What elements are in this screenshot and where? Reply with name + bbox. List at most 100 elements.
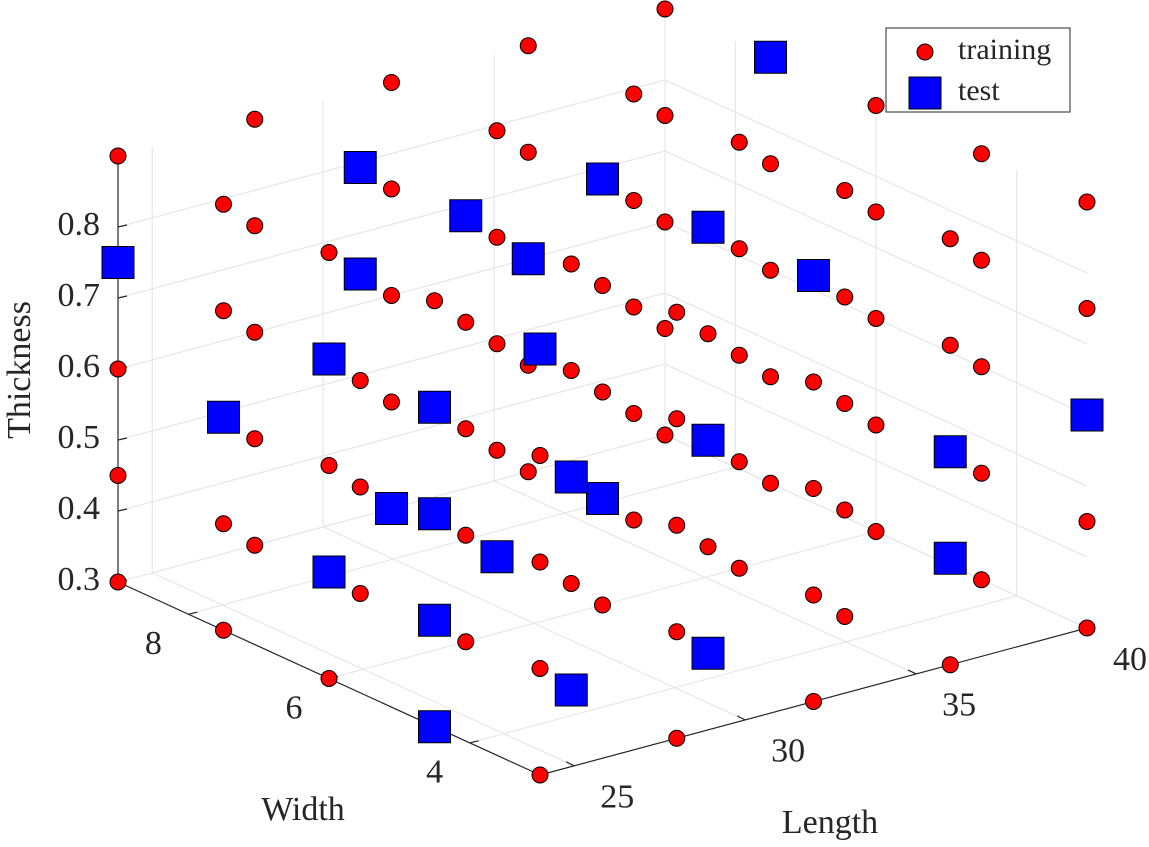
x-tick — [907, 669, 917, 675]
training-marker — [668, 303, 686, 321]
z-tick-label: 0.6 — [58, 348, 101, 385]
training-marker — [457, 313, 475, 331]
training-marker — [730, 453, 748, 471]
training-marker — [973, 571, 990, 589]
training-marker — [656, 0, 674, 18]
training-marker — [519, 463, 537, 481]
test-marker — [523, 332, 557, 366]
training-marker — [867, 310, 885, 327]
training-marker — [668, 623, 686, 641]
x-tick — [565, 761, 575, 767]
x-tick-label: 35 — [942, 687, 976, 724]
training-marker — [383, 74, 400, 91]
axis-layer: 25 30 35 40 4 6 8 0.3 0.4 0.5 0.6 0.7 0.8 — [58, 156, 1147, 816]
training-marker — [867, 97, 885, 114]
training-marker — [488, 441, 506, 459]
grid-line — [664, 150, 1088, 345]
test-marker — [933, 541, 967, 575]
y-tick-label: 8 — [145, 625, 162, 662]
training-marker — [215, 302, 232, 320]
training-marker — [941, 336, 959, 354]
y-tick-label: 4 — [426, 754, 443, 791]
z-tick-label: 0.3 — [58, 561, 101, 598]
y-tick — [188, 611, 198, 615]
training-marker — [973, 251, 990, 269]
grid-line — [117, 363, 666, 512]
test-marker — [312, 555, 346, 589]
legend-label: test — [958, 74, 1000, 107]
training-marker — [1078, 193, 1096, 211]
training-marker — [973, 358, 990, 376]
z-tick-label: 0.8 — [58, 206, 101, 243]
training-marker — [668, 516, 686, 534]
training-marker — [457, 633, 475, 651]
training-marker — [730, 559, 748, 577]
grid-line — [117, 150, 666, 299]
training-marker — [383, 180, 400, 198]
training-marker — [594, 277, 611, 294]
x-tick-label: 40 — [1113, 641, 1147, 678]
mark-layer — [101, 0, 1104, 784]
training-marker — [625, 85, 643, 103]
test-marker — [418, 390, 451, 424]
test-marker — [449, 199, 483, 233]
training-marker — [762, 155, 779, 173]
test-marker — [375, 492, 408, 525]
training-marker — [457, 420, 475, 438]
test-marker — [343, 151, 377, 184]
training-marker — [836, 395, 854, 412]
training-marker — [762, 261, 779, 279]
training-marker — [320, 670, 338, 687]
training-marker — [762, 368, 779, 386]
training-marker — [215, 621, 232, 639]
grid-line — [664, 79, 1088, 274]
training-marker — [867, 416, 885, 434]
z-tick — [117, 508, 128, 512]
y-axis-title: Width — [261, 791, 345, 828]
training-marker — [109, 573, 127, 591]
test-marker — [586, 162, 619, 196]
z-tick — [117, 224, 128, 228]
test-marker — [418, 603, 451, 637]
test-marker — [691, 636, 725, 670]
training-marker — [351, 372, 369, 389]
grid-line — [117, 292, 666, 441]
training-marker — [836, 501, 854, 519]
test-marker — [797, 259, 830, 292]
training-marker — [941, 230, 959, 248]
training-marker — [594, 596, 611, 614]
training-marker — [246, 323, 264, 341]
training-marker — [531, 447, 549, 464]
test-marker — [480, 540, 514, 574]
training-marker — [531, 660, 549, 677]
training-marker — [973, 464, 990, 482]
y-tick-label: 6 — [286, 689, 303, 726]
training-marker — [656, 426, 674, 444]
training-marker — [383, 393, 400, 411]
training-marker — [246, 110, 264, 128]
training-marker — [488, 228, 506, 246]
x-tick-label: 30 — [771, 733, 805, 770]
training-marker — [109, 360, 127, 378]
training-marker — [836, 182, 854, 199]
training-marker — [730, 346, 748, 364]
training-marker — [519, 37, 537, 55]
training-marker — [488, 122, 506, 140]
training-marker — [625, 298, 643, 316]
grid-line — [117, 79, 666, 228]
training-marker — [320, 244, 338, 261]
test-marker — [418, 497, 451, 531]
training-marker — [699, 538, 717, 556]
z-tick — [117, 437, 128, 441]
training-marker — [246, 536, 264, 554]
training-marker — [805, 373, 822, 391]
training-marker — [836, 608, 854, 625]
test-marker — [1070, 398, 1104, 432]
legend: training test — [885, 27, 1071, 113]
training-marker — [383, 287, 400, 304]
training-marker — [562, 362, 580, 379]
test-marker — [418, 710, 451, 744]
training-marker — [594, 383, 611, 401]
test-marker — [554, 460, 588, 494]
